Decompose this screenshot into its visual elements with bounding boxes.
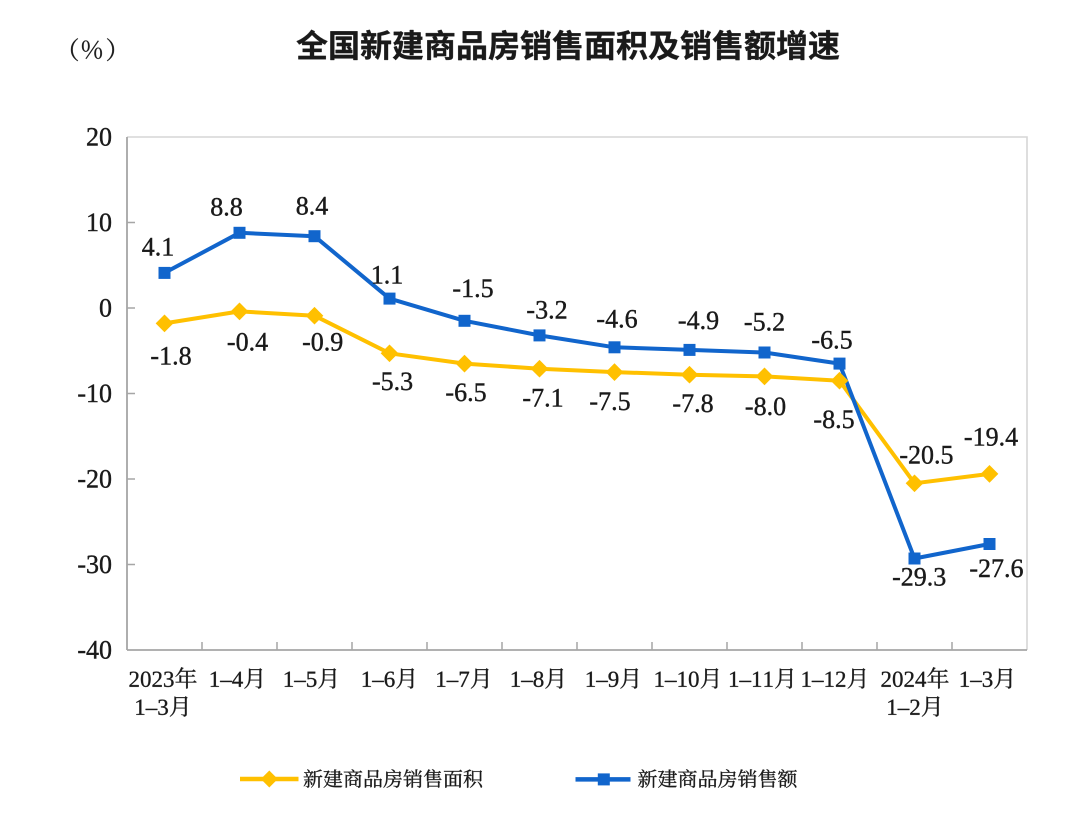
svg-text:-7.1: -7.1 [522,384,563,413]
svg-text:-27.6: -27.6 [969,554,1023,583]
svg-text:-8.0: -8.0 [745,392,786,421]
svg-text:8.8: 8.8 [210,193,243,222]
svg-text:-4.9: -4.9 [678,306,719,335]
svg-text:-1.5: -1.5 [452,274,493,303]
svg-text:10: 10 [86,208,112,237]
svg-text:-20.5: -20.5 [899,441,953,470]
svg-text:-6.5: -6.5 [811,326,852,355]
svg-text:-10: -10 [77,379,112,408]
svg-text:-0.9: -0.9 [302,328,343,357]
svg-text:-19.4: -19.4 [964,423,1018,452]
svg-text:-5.2: -5.2 [744,308,785,337]
svg-text:-7.5: -7.5 [589,387,630,416]
svg-text:-40: -40 [77,636,112,665]
svg-text:-8.5: -8.5 [813,405,854,434]
svg-text:-0.4: -0.4 [227,328,268,357]
svg-text:4.1: 4.1 [142,233,175,262]
svg-text:-30: -30 [77,550,112,579]
svg-text:-3.2: -3.2 [526,296,567,325]
svg-text:-6.5: -6.5 [445,378,486,407]
svg-text:-1.8: -1.8 [150,342,191,371]
svg-text:-20: -20 [77,465,112,494]
svg-text:-29.3: -29.3 [892,563,946,592]
svg-text:8.4: 8.4 [296,192,329,221]
svg-text:-7.8: -7.8 [672,389,713,418]
svg-text:-5.3: -5.3 [372,367,413,396]
svg-text:0: 0 [99,294,112,323]
svg-text:20: 20 [86,123,112,152]
svg-text:1.1: 1.1 [371,261,404,290]
svg-text:-4.6: -4.6 [596,305,637,334]
